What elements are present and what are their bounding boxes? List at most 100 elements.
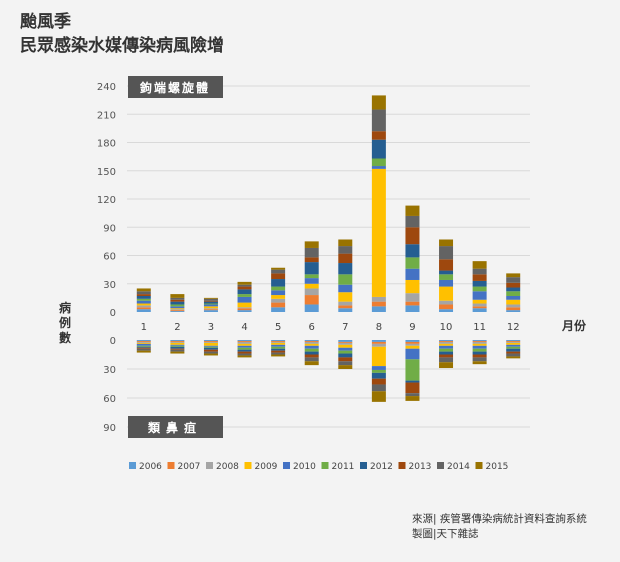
bar-segment-bottom [136, 345, 151, 347]
bar-segment-bottom [136, 348, 151, 351]
bar-segment-bottom [506, 348, 521, 352]
bar-segment-bottom [271, 352, 286, 355]
bar-segment-bottom [203, 340, 218, 342]
bar-segment-bottom [472, 340, 487, 342]
bar-segment-top [472, 291, 487, 300]
bar-segment-bottom [304, 343, 319, 346]
bar-segment-bottom [304, 341, 319, 344]
bar-segment-bottom [405, 382, 420, 394]
bar-segment-top [271, 267, 286, 270]
legend-swatch [360, 462, 367, 469]
bar-segment-top [439, 279, 454, 287]
bar-segment-top [405, 244, 420, 258]
bar-segment-bottom [271, 344, 286, 347]
bar-segment-top [304, 304, 319, 312]
bar-segment-top [304, 262, 319, 275]
bar-segment-bottom [439, 357, 454, 363]
bar-segment-top [203, 310, 218, 312]
bar-segment-bottom [304, 351, 319, 355]
bar-segment-top [405, 227, 420, 245]
bar-segment-bottom [271, 340, 286, 341]
legend-swatch [129, 462, 136, 469]
bar-segment-bottom [271, 346, 286, 349]
y-tick-label: 150 [97, 167, 116, 178]
bar-segment-top [506, 273, 521, 278]
bar-segment-bottom [338, 347, 353, 351]
bar-segment-top [472, 261, 487, 269]
legend-label: 2014 [447, 462, 470, 472]
bar-segment-top [203, 298, 218, 301]
bar-segment-top [271, 298, 286, 303]
bar-segment-top [371, 109, 386, 132]
bar-segment-bottom [170, 341, 185, 343]
bar-segment-top [271, 295, 286, 299]
bar-segment-top [371, 95, 386, 110]
bar-segment-top [439, 309, 454, 312]
bar-segment-top [472, 299, 487, 304]
bar-segment-top [136, 298, 151, 301]
bar-segment-bottom [439, 362, 454, 369]
bar-segment-bottom [472, 361, 487, 365]
y-tick-label: 60 [103, 252, 116, 263]
bar-segment-top [136, 305, 151, 308]
y-tick-label: 120 [97, 195, 116, 206]
bar-segment-top [472, 280, 487, 287]
x-tick-label: 10 [440, 322, 453, 333]
bar-segment-bottom [136, 346, 151, 348]
bar-segment-bottom [136, 350, 151, 353]
bar-segment-top [472, 303, 487, 307]
bar-segment-top [136, 307, 151, 310]
bar-segment-bottom [405, 340, 420, 342]
legend-label: 2010 [293, 462, 316, 472]
bar-segment-bottom [506, 342, 521, 345]
bar-segment-bottom [237, 355, 252, 358]
bar-segment-top [405, 279, 420, 294]
y-tick-label: 90 [103, 223, 116, 234]
bar-segment-bottom [203, 351, 218, 354]
bar-segment-top [506, 304, 521, 308]
bar-segment-bottom [203, 346, 218, 348]
bar-segment-top [237, 289, 252, 295]
bar-segment-bottom [472, 340, 487, 341]
bar-segment-top [371, 306, 386, 312]
bar-segment-bottom [170, 348, 185, 350]
bar-segment-bottom [136, 347, 151, 349]
bar-segment-bottom [371, 391, 386, 402]
bar-segment-top [170, 299, 185, 302]
bar-segment-bottom [506, 344, 521, 347]
bar-segment-bottom [304, 340, 319, 341]
bar-segment-top [472, 286, 487, 292]
bar-segment-bottom [506, 341, 521, 343]
y-axis-label: 例 [59, 315, 71, 330]
bar-segment-bottom [237, 353, 252, 356]
bar-segment-top [136, 288, 151, 292]
bar-segment-top [170, 306, 185, 309]
bar-segment-top [304, 288, 319, 296]
bar-segment-bottom [439, 340, 454, 341]
bar-segment-bottom [506, 346, 521, 349]
bar-segment-bottom [170, 346, 185, 349]
legend-swatch [206, 462, 213, 469]
bar-segment-top [506, 310, 521, 312]
bar-segment-bottom [439, 348, 454, 352]
x-tick-label: 5 [275, 322, 281, 333]
bar-segment-bottom [439, 343, 454, 346]
bar-segment-top [237, 307, 252, 309]
bar-segment-bottom [304, 361, 319, 366]
bar-segment-top [439, 270, 454, 275]
bar-segment-bottom [338, 361, 353, 366]
bar-segment-bottom [472, 357, 487, 362]
bar-segment-top [237, 294, 252, 297]
legend-label: 2006 [139, 462, 162, 472]
bar-segment-bottom [203, 341, 218, 343]
bar-segment-top [271, 307, 286, 312]
bar-segment-bottom [170, 351, 185, 354]
bar-segment-top [304, 257, 319, 263]
legend-label: 2007 [178, 462, 201, 472]
bar-segment-bottom [472, 343, 487, 346]
legend-label: 2015 [486, 462, 509, 472]
x-tick-label: 2 [174, 322, 180, 333]
bar-segment-top [338, 274, 353, 285]
bar-segment-top [338, 292, 353, 302]
